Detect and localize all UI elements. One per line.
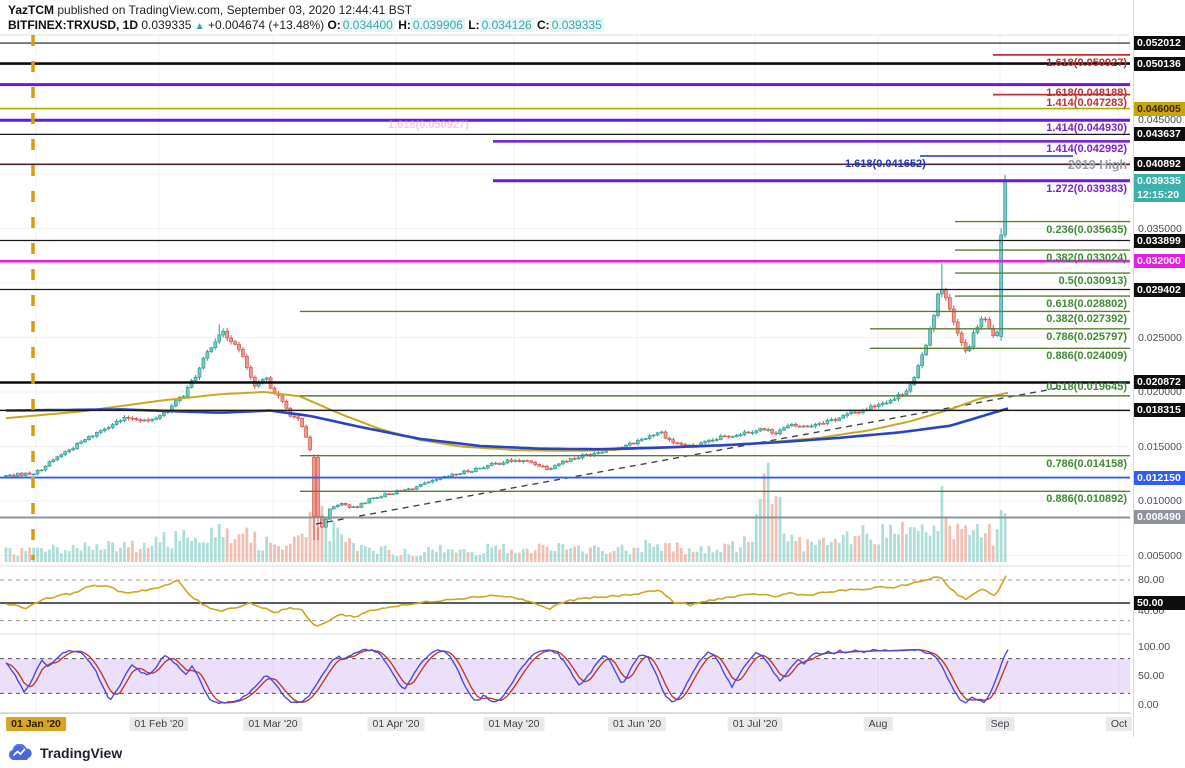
chart-header: YazTCM published on TradingView.com, Sep… bbox=[8, 3, 604, 34]
price-tag-0.052012: 0.052012 bbox=[1134, 36, 1185, 51]
high-label: H: bbox=[398, 18, 411, 32]
date-label-Oct: Oct bbox=[1105, 717, 1133, 731]
price-change: +0.004674 (+13.48%) bbox=[208, 18, 325, 32]
date-label-01 Jun '20: 01 Jun '20 bbox=[607, 717, 667, 731]
publish-line: YazTCM published on TradingView.com, Sep… bbox=[8, 3, 604, 18]
stoch-k-line[interactable] bbox=[5, 648, 1009, 705]
price-tick-0.045000: 0.045000 bbox=[1138, 113, 1182, 126]
publish-info: published on TradingView.com, September … bbox=[54, 3, 413, 17]
date-label-01 Feb '20: 01 Feb '20 bbox=[129, 717, 189, 731]
price-tag-0.043637: 0.043637 bbox=[1134, 127, 1185, 142]
price-tick-0.035000: 0.035000 bbox=[1138, 222, 1182, 235]
stoch-band-fill bbox=[0, 658, 1130, 694]
price-tag-0.020872: 0.020872 bbox=[1134, 375, 1185, 390]
volume-series bbox=[4, 462, 1007, 562]
price-tag-0.046005: 0.046005 bbox=[1134, 101, 1185, 116]
price-tag-0.029402: 0.029402 bbox=[1134, 282, 1185, 297]
tradingview-logo-text: TradingView bbox=[40, 745, 123, 761]
price-tag-0.033899: 0.033899 bbox=[1134, 233, 1185, 248]
price-tag-0.018315: 0.018315 bbox=[1134, 403, 1185, 418]
stoch-tick-100.00: 100.00 bbox=[1138, 641, 1171, 653]
date-label-Sep: Sep bbox=[985, 717, 1015, 731]
tradingview-branding[interactable]: TradingView bbox=[8, 744, 122, 762]
candlestick-series bbox=[4, 175, 1007, 541]
date-label-01 Apr '20: 01 Apr '20 bbox=[367, 717, 425, 731]
close-value: 0.039335 bbox=[549, 18, 604, 32]
time-axis[interactable]: 01 Jan '20 01 Feb '20 01 Mar '20 01 Apr '20… bbox=[0, 713, 1133, 738]
stoch-tick-0.00: 0.00 bbox=[1138, 699, 1159, 711]
price-tick-0.010000: 0.010000 bbox=[1138, 495, 1182, 507]
up-arrow-icon: ▲ bbox=[194, 21, 205, 32]
price-tag-0.050136: 0.050136 bbox=[1134, 56, 1185, 71]
rsi-tag-50: 50.00 bbox=[1134, 596, 1185, 610]
tradingview-logo-icon bbox=[8, 744, 32, 760]
date-label-01 Mar '20: 01 Mar '20 bbox=[243, 717, 303, 731]
publisher-name: YazTCM bbox=[8, 3, 55, 17]
close-label: C: bbox=[537, 18, 550, 32]
rsi-line[interactable] bbox=[5, 575, 1007, 627]
low-label: L: bbox=[468, 18, 480, 32]
open-label: O: bbox=[327, 18, 341, 32]
moving-average-gold[interactable] bbox=[5, 391, 1009, 452]
symbol-line: BITFINEX:TRXUSD, 1D 0.039335 ▲ +0.004674… bbox=[8, 18, 604, 34]
stoch-d-line[interactable] bbox=[5, 649, 1009, 704]
price-tag-0.012150: 0.012150 bbox=[1134, 470, 1185, 485]
high-value: 0.039906 bbox=[410, 18, 465, 32]
price-tag-0.008490: 0.008490 bbox=[1134, 510, 1185, 525]
last-price: 0.039335 bbox=[141, 18, 192, 32]
open-value: 0.034400 bbox=[340, 18, 395, 32]
date-label-01 Jan '20: 01 Jan '20 bbox=[6, 717, 66, 731]
price-tick-0.025000: 0.025000 bbox=[1138, 331, 1182, 344]
price-tag-0.039335: 0.039335 bbox=[1134, 174, 1185, 189]
candle-countdown: 12:15:20 bbox=[1134, 188, 1185, 203]
low-value: 0.034126 bbox=[479, 18, 534, 32]
price-tag-0.040892: 0.040892 bbox=[1134, 157, 1185, 172]
symbol-title[interactable]: BITFINEX:TRXUSD, 1D bbox=[8, 18, 139, 32]
date-label-01 May '20: 01 May '20 bbox=[483, 717, 545, 731]
price-tag-0.032000: 0.032000 bbox=[1134, 254, 1185, 269]
price-tick-0.005000: 0.005000 bbox=[1138, 549, 1182, 562]
date-label-01 Jul '20: 01 Jul '20 bbox=[727, 717, 783, 731]
price-axis[interactable]: 0.045000 0.035000 0.025000 0.020000 0.015000… bbox=[1133, 0, 1185, 737]
stoch-tick-50.00: 50.00 bbox=[1138, 670, 1165, 682]
moving-average-blue[interactable] bbox=[6, 407, 1009, 451]
price-tick-0.015000: 0.015000 bbox=[1138, 440, 1182, 453]
rsi-tick-80.00: 80.00 bbox=[1138, 573, 1165, 586]
date-label-Aug: Aug bbox=[863, 717, 893, 731]
